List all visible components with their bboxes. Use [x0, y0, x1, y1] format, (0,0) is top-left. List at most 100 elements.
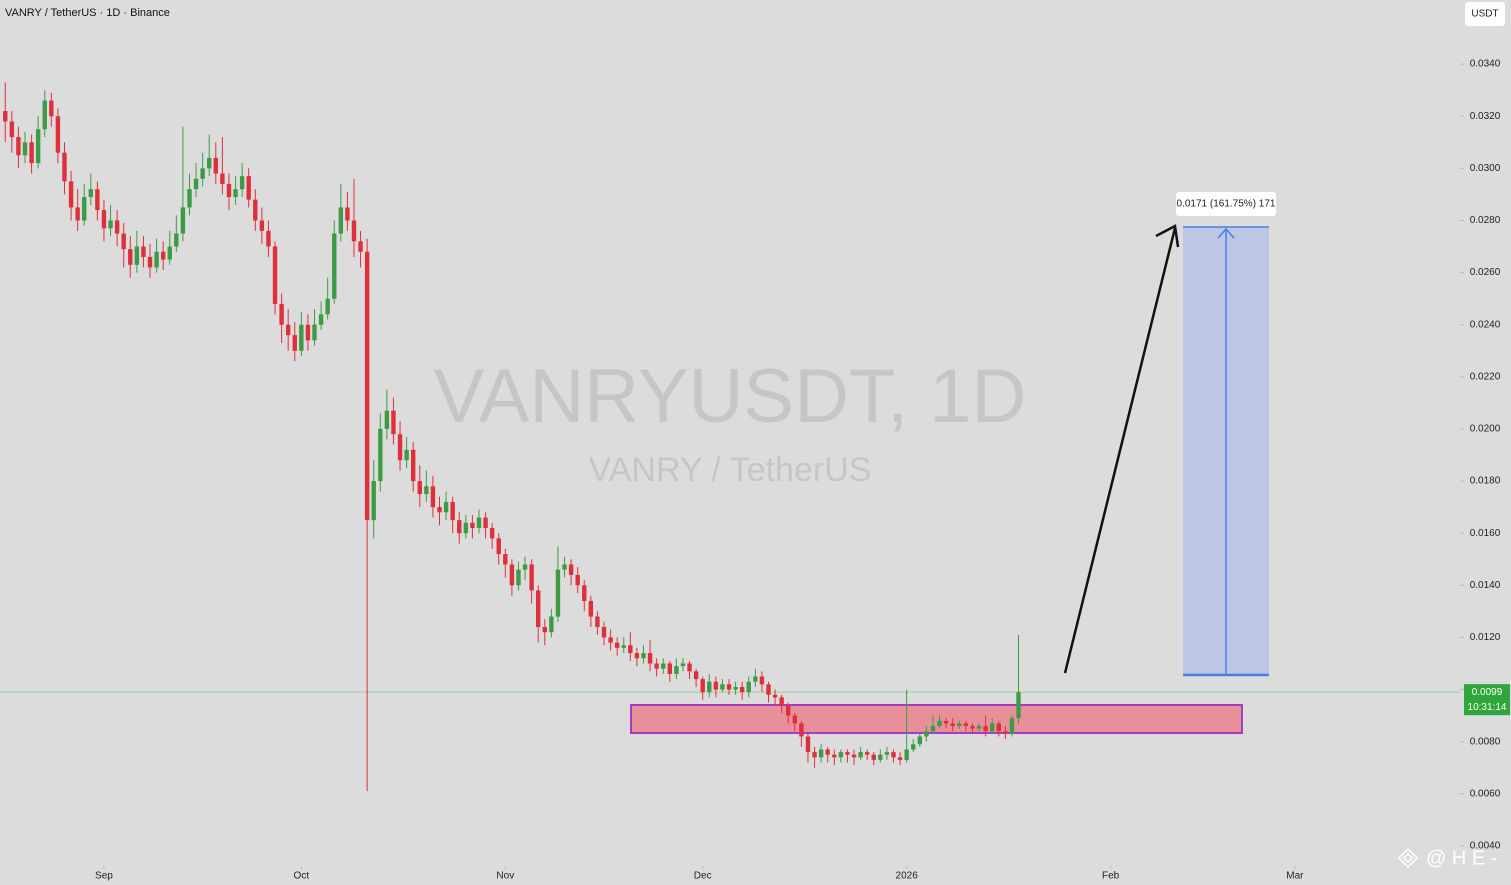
y-tick-label: 0.0220: [1470, 371, 1501, 382]
candle-body: [496, 538, 501, 555]
candle-body: [338, 207, 344, 234]
currency-box: [1465, 2, 1505, 26]
x-tick-label: Oct: [294, 871, 310, 882]
candle-body: [187, 189, 192, 208]
candle-body: [272, 246, 278, 304]
candle-body: [174, 233, 179, 247]
countdown: 10:31:14: [1468, 702, 1507, 713]
candle-body: [285, 324, 291, 336]
candle-body: [364, 251, 370, 521]
chart-title: VANRY / TetherUS · 1D · Binance: [5, 7, 170, 19]
candle-body: [279, 303, 284, 325]
candle-body: [299, 324, 304, 351]
candle-body: [549, 616, 554, 633]
candle-body: [904, 749, 909, 760]
candle-body: [489, 527, 495, 539]
candle-body: [700, 679, 705, 693]
candle-body: [239, 176, 245, 190]
candle-body: [930, 726, 936, 732]
candle-body: [154, 251, 159, 268]
candle-body: [266, 230, 271, 247]
y-tick-label: 0.0160: [1470, 528, 1501, 539]
candle-body: [430, 486, 436, 508]
candle-body: [483, 517, 488, 528]
x-tick-label: Sep: [95, 871, 113, 882]
candle-body: [937, 720, 942, 727]
y-tick-label: 0.0260: [1470, 267, 1501, 278]
candle-body: [246, 176, 251, 200]
candle-body: [82, 197, 87, 221]
candle-body: [818, 749, 824, 758]
candle-body: [963, 723, 969, 727]
projection-arrowhead: [1155, 224, 1180, 248]
candle-body: [128, 249, 133, 265]
candle-body: [614, 642, 620, 648]
candle-body: [864, 752, 870, 755]
candle-body: [391, 410, 396, 435]
x-tick-label: Mar: [1286, 871, 1304, 882]
candle-body: [404, 449, 409, 461]
candle-body: [555, 569, 561, 617]
candle-body: [470, 522, 475, 528]
candle-body: [726, 684, 732, 690]
support-zone: [630, 704, 1243, 734]
candle-body: [417, 481, 422, 495]
projection-arrow: [1063, 227, 1177, 674]
candle-body: [786, 705, 791, 716]
candle-body: [522, 564, 528, 570]
candle-body: [75, 207, 80, 221]
y-tick-label: 0.0060: [1470, 788, 1501, 799]
candle-body: [911, 744, 916, 750]
y-tick-label: 0.0240: [1470, 319, 1501, 330]
candle-body: [891, 752, 896, 758]
candle-body: [220, 173, 225, 184]
candle-body: [443, 501, 449, 513]
candle-body: [134, 246, 140, 265]
candle-body: [970, 726, 975, 729]
candle-body: [332, 233, 337, 299]
candle-body: [29, 142, 34, 164]
grid-group: [0, 63, 1464, 869]
candle-body: [957, 723, 962, 727]
measure-label-box: [1176, 192, 1276, 216]
candle-body: [759, 676, 765, 685]
candle-body: [371, 481, 376, 521]
candle-body: [1016, 692, 1021, 719]
y-tick-label: 0.0140: [1470, 580, 1501, 591]
labels: 0.0171 (161.75%) 171 VANRY / TetherUS · …: [5, 2, 1510, 882]
candle-body: [805, 736, 811, 753]
candle-body: [983, 726, 988, 732]
candle-body: [95, 189, 100, 211]
candle-body: [345, 207, 350, 221]
candle-body: [160, 251, 166, 260]
y-tick-label: 0.0080: [1470, 736, 1501, 747]
y-tick-label: 0.0180: [1470, 476, 1501, 487]
candle-body: [733, 686, 738, 690]
candle-body: [575, 574, 580, 586]
candle-body: [1003, 731, 1008, 734]
measure-label: 0.0171 (161.75%) 171: [1177, 199, 1276, 210]
x-tick-label: Feb: [1102, 871, 1120, 882]
candle-body: [529, 564, 534, 591]
candle-body: [753, 676, 758, 682]
candle-body: [49, 100, 54, 117]
annotations: [630, 224, 1269, 734]
watermark: VANRYUSDT, 1D: [434, 354, 1027, 439]
candle-body: [121, 233, 126, 250]
candle-body: [167, 246, 172, 260]
candle-body: [812, 752, 817, 758]
candle-body: [647, 653, 653, 664]
y-tick-label: 0.0300: [1470, 163, 1501, 174]
credit-logo: [1397, 847, 1419, 869]
candle-body: [101, 210, 107, 229]
candle-body: [878, 754, 883, 760]
candle-body: [713, 681, 719, 690]
watermark-group: VANRYUSDT, 1D VANRY / TetherUS: [434, 354, 1027, 489]
y-tick-label: 0.0120: [1470, 632, 1501, 643]
candle-body: [503, 554, 508, 565]
candle-body: [253, 199, 258, 221]
candle-body: [667, 663, 672, 674]
candle-body: [641, 653, 646, 659]
candle-body: [746, 681, 751, 693]
